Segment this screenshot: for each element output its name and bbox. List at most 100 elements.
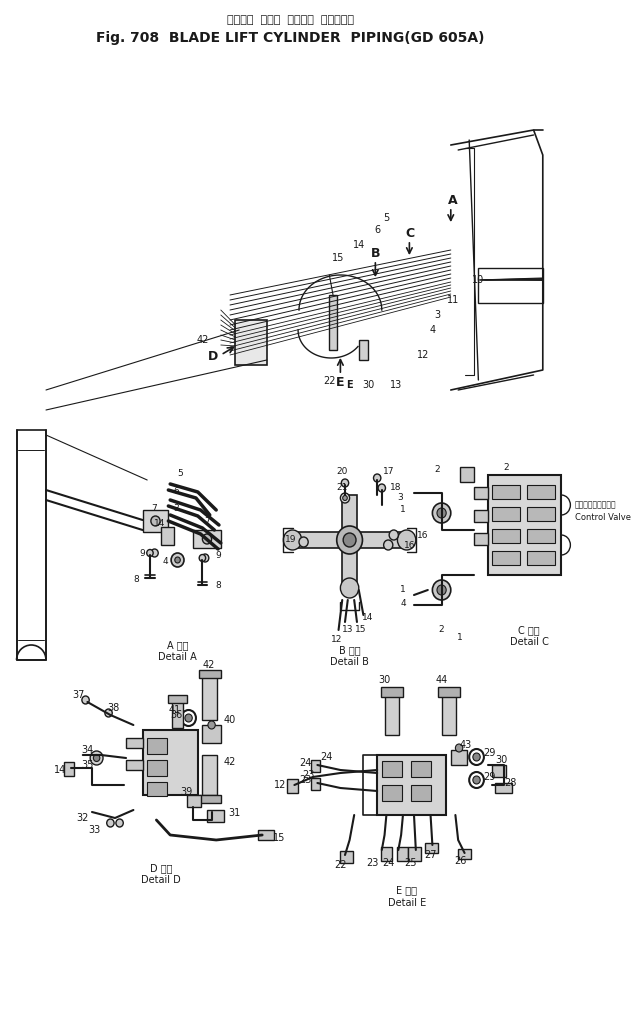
Text: 12: 12 — [274, 780, 286, 790]
Bar — [460, 467, 474, 482]
Circle shape — [343, 496, 348, 501]
Text: 28: 28 — [504, 778, 517, 788]
Text: 35: 35 — [81, 760, 94, 770]
Text: 41: 41 — [169, 705, 181, 715]
Text: 12: 12 — [417, 350, 429, 360]
Text: 38: 38 — [107, 703, 119, 713]
Bar — [492, 485, 520, 499]
Circle shape — [299, 537, 308, 547]
Text: 30: 30 — [379, 675, 391, 685]
Text: 13: 13 — [342, 626, 353, 635]
Text: Detail B: Detail B — [330, 657, 369, 667]
Text: 8: 8 — [133, 576, 139, 584]
Bar — [384, 695, 399, 735]
Circle shape — [341, 493, 349, 503]
Bar — [311, 778, 320, 790]
Bar — [438, 687, 460, 697]
Text: 26: 26 — [454, 856, 466, 866]
Text: Detail D: Detail D — [141, 875, 181, 885]
Circle shape — [151, 516, 160, 526]
Text: 22: 22 — [323, 376, 336, 386]
Text: 34: 34 — [82, 745, 94, 755]
Text: 5: 5 — [178, 469, 183, 479]
Circle shape — [283, 530, 301, 550]
Bar — [458, 849, 471, 859]
Text: 22: 22 — [334, 860, 346, 870]
Text: ブレード  リフト  シリンダ  パイピング: ブレード リフト シリンダ パイピング — [228, 15, 354, 25]
Bar — [527, 485, 555, 499]
Text: 20: 20 — [337, 467, 348, 477]
Bar — [287, 779, 298, 793]
Text: A 詳細: A 詳細 — [167, 640, 188, 650]
Bar — [381, 687, 403, 697]
Bar — [527, 507, 555, 521]
Bar — [234, 320, 267, 365]
Circle shape — [432, 503, 451, 523]
Text: A: A — [448, 194, 458, 207]
Text: 14: 14 — [362, 613, 374, 623]
Text: 42: 42 — [203, 660, 215, 670]
Text: 4: 4 — [400, 598, 406, 607]
Circle shape — [389, 530, 398, 540]
Bar — [527, 551, 555, 565]
Bar — [193, 530, 221, 548]
Bar — [382, 785, 402, 801]
Text: 6: 6 — [374, 225, 380, 235]
Circle shape — [116, 819, 123, 827]
Text: 33: 33 — [88, 825, 101, 835]
Text: 14: 14 — [54, 765, 66, 775]
Bar — [408, 847, 422, 861]
Bar — [295, 532, 404, 548]
Bar — [143, 730, 198, 795]
Circle shape — [437, 585, 446, 595]
Bar — [202, 675, 217, 720]
Bar — [474, 533, 487, 545]
Text: 31: 31 — [229, 808, 241, 818]
Bar — [359, 340, 368, 360]
Bar — [161, 527, 174, 545]
Bar — [425, 843, 438, 853]
Text: E: E — [336, 376, 344, 389]
Text: 7: 7 — [151, 504, 157, 512]
Text: D: D — [209, 350, 219, 362]
Bar — [527, 529, 555, 544]
Text: 42: 42 — [224, 757, 236, 767]
Circle shape — [147, 550, 153, 557]
Text: Fig. 708  BLADE LIFT CYLINDER  PIPING(GD 605A): Fig. 708 BLADE LIFT CYLINDER PIPING(GD 6… — [97, 31, 485, 45]
Text: 24: 24 — [299, 758, 312, 768]
Bar — [487, 475, 561, 575]
Text: 4: 4 — [163, 558, 168, 567]
Bar — [126, 738, 143, 748]
Text: 29: 29 — [483, 772, 495, 782]
Text: Control Valve: Control Valve — [575, 512, 631, 521]
Text: Detail C: Detail C — [509, 637, 549, 647]
Text: 18: 18 — [390, 484, 401, 493]
Bar — [147, 760, 167, 776]
Text: D 詳細: D 詳細 — [150, 863, 173, 873]
Bar — [495, 783, 511, 793]
Text: 15: 15 — [332, 254, 344, 263]
Text: C 詳細: C 詳細 — [518, 625, 540, 635]
Text: 30: 30 — [495, 755, 507, 765]
Text: 37: 37 — [72, 690, 85, 700]
Text: 5: 5 — [383, 213, 389, 223]
Text: 27: 27 — [424, 850, 437, 860]
Circle shape — [473, 753, 480, 760]
Circle shape — [175, 557, 180, 563]
Text: コントロールバルブ: コントロールバルブ — [575, 501, 617, 509]
Bar — [16, 430, 46, 660]
Bar — [258, 830, 274, 840]
Text: Detail E: Detail E — [387, 898, 426, 908]
Text: 2: 2 — [503, 462, 509, 472]
Text: 1: 1 — [400, 506, 406, 514]
Bar — [198, 795, 221, 803]
Circle shape — [341, 479, 349, 487]
Text: C: C — [406, 226, 415, 239]
Circle shape — [398, 530, 416, 550]
Bar — [398, 847, 408, 861]
Circle shape — [456, 744, 463, 752]
Circle shape — [473, 776, 480, 784]
Circle shape — [374, 474, 381, 482]
Circle shape — [199, 555, 205, 562]
Text: 2: 2 — [434, 465, 440, 475]
